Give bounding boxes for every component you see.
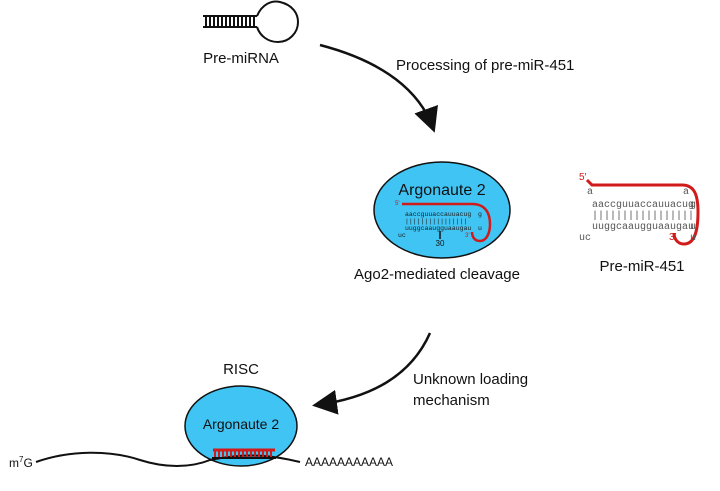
large-loop-left: a [587, 187, 593, 198]
large-loop-right: a [683, 187, 689, 198]
small-tail: uc [398, 232, 406, 239]
small-three-prime: 3′ [465, 233, 470, 239]
large-top-strand: aaccguuaccauuacug [592, 200, 694, 211]
large-bottom-end: u [690, 222, 696, 233]
large-five-prime: 5′ [579, 172, 587, 183]
large-pairs: ||||||||||||||||| [592, 210, 694, 222]
small-five-prime: 5′ [395, 201, 400, 207]
processing-arrow [319, 43, 438, 133]
argonaute2-top-label: Argonaute 2 [398, 182, 485, 199]
small-bottom-strand: uuggcaaugguaaugau [405, 225, 471, 232]
guide-rna-duplex [212, 448, 276, 459]
large-three-prime: 3′ [669, 232, 677, 243]
small-bottom-end: u [478, 225, 482, 232]
small-hairpin-in-ago2: 5′ aaccguuaccauuacug g |||||||||||||||| … [395, 201, 492, 248]
cleavage-position-label: 30 [436, 239, 445, 248]
large-tail: uc [579, 233, 591, 244]
risc-label: RISC [223, 361, 259, 378]
pre-mirna-hairpin-icon [203, 0, 300, 44]
mechanism-label: mechanism [413, 392, 490, 409]
unknown-loading-label: Unknown loading [413, 371, 528, 388]
pre-mir451-hairpin: 5′ a a aaccguuaccauuacug g |||||||||||||… [579, 172, 700, 246]
large-tail-end: u [690, 233, 696, 244]
m7g-base: m [9, 456, 19, 470]
large-top-end: g [690, 200, 696, 211]
small-top-end: g [478, 211, 482, 218]
processing-label: Processing of pre-miR-451 [396, 57, 574, 74]
poly-a-tail-label: AAAAAAAAAAA [305, 455, 393, 469]
m7g-superscript: 7 [19, 455, 24, 464]
large-bottom-strand: uuggcaaugguaaugau [592, 222, 694, 233]
argonaute2-bottom-ellipse [184, 385, 298, 467]
m7g-cap-label: m7G [9, 455, 33, 470]
mrna-strand [35, 451, 301, 467]
small-top-strand: aaccguuaccauuacug [405, 211, 471, 218]
argonaute2-bottom-label: Argonaute 2 [203, 416, 279, 432]
small-pairs: |||||||||||||||| [405, 218, 467, 225]
pre-mir451-label: Pre-miR-451 [599, 258, 684, 275]
cleavage-label: Ago2-mediated cleavage [354, 266, 520, 283]
m7g-end: G [23, 456, 32, 470]
pre-mirna-label: Pre-miRNA [203, 50, 279, 67]
argonaute2-top-ellipse [373, 161, 511, 259]
loading-arrow [312, 332, 432, 415]
